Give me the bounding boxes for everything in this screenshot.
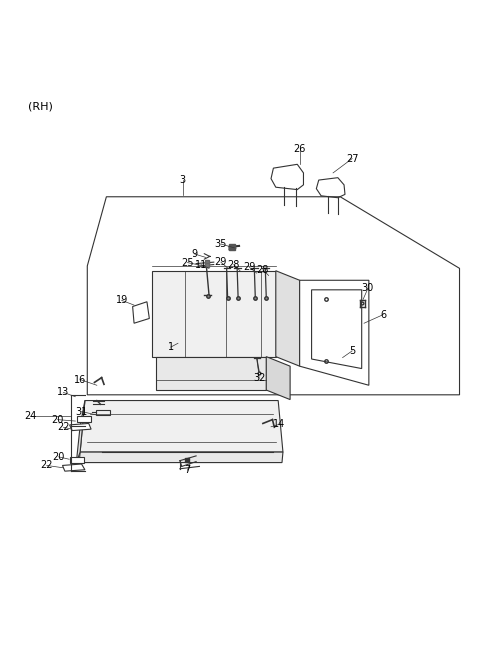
Polygon shape xyxy=(76,401,85,462)
Text: (RH): (RH) xyxy=(28,101,52,111)
Text: 29: 29 xyxy=(215,257,227,267)
Text: 1: 1 xyxy=(168,342,174,352)
Text: 29: 29 xyxy=(243,262,256,272)
Text: 20: 20 xyxy=(52,452,65,462)
Polygon shape xyxy=(62,464,85,471)
Polygon shape xyxy=(80,401,283,452)
Text: 9: 9 xyxy=(192,249,198,259)
Text: 32: 32 xyxy=(253,373,265,383)
Text: 16: 16 xyxy=(74,375,86,384)
Text: 35: 35 xyxy=(215,239,227,249)
Polygon shape xyxy=(300,280,369,385)
Text: 28: 28 xyxy=(228,260,240,270)
Polygon shape xyxy=(79,452,283,462)
Text: 22: 22 xyxy=(57,422,70,432)
Text: 28: 28 xyxy=(257,265,269,275)
Text: 19: 19 xyxy=(116,295,128,305)
Polygon shape xyxy=(152,271,276,357)
Text: 13: 13 xyxy=(57,388,70,398)
Polygon shape xyxy=(266,357,290,400)
Text: 20: 20 xyxy=(51,415,64,424)
Text: 3: 3 xyxy=(180,175,186,185)
Text: 14: 14 xyxy=(273,419,285,430)
Text: 11: 11 xyxy=(195,260,207,270)
Text: 27: 27 xyxy=(346,154,359,163)
Polygon shape xyxy=(87,197,459,395)
Text: 22: 22 xyxy=(40,461,53,470)
Text: 6: 6 xyxy=(380,310,386,319)
Text: 25: 25 xyxy=(181,258,194,268)
Polygon shape xyxy=(276,271,300,366)
Text: 7: 7 xyxy=(184,465,191,475)
Polygon shape xyxy=(156,357,266,390)
Polygon shape xyxy=(70,457,84,463)
Text: 31: 31 xyxy=(75,407,88,417)
Polygon shape xyxy=(77,417,91,422)
Text: 5: 5 xyxy=(349,346,355,356)
Polygon shape xyxy=(70,423,91,430)
Text: 26: 26 xyxy=(293,144,306,154)
Text: 30: 30 xyxy=(362,283,374,293)
Text: 24: 24 xyxy=(24,411,36,421)
